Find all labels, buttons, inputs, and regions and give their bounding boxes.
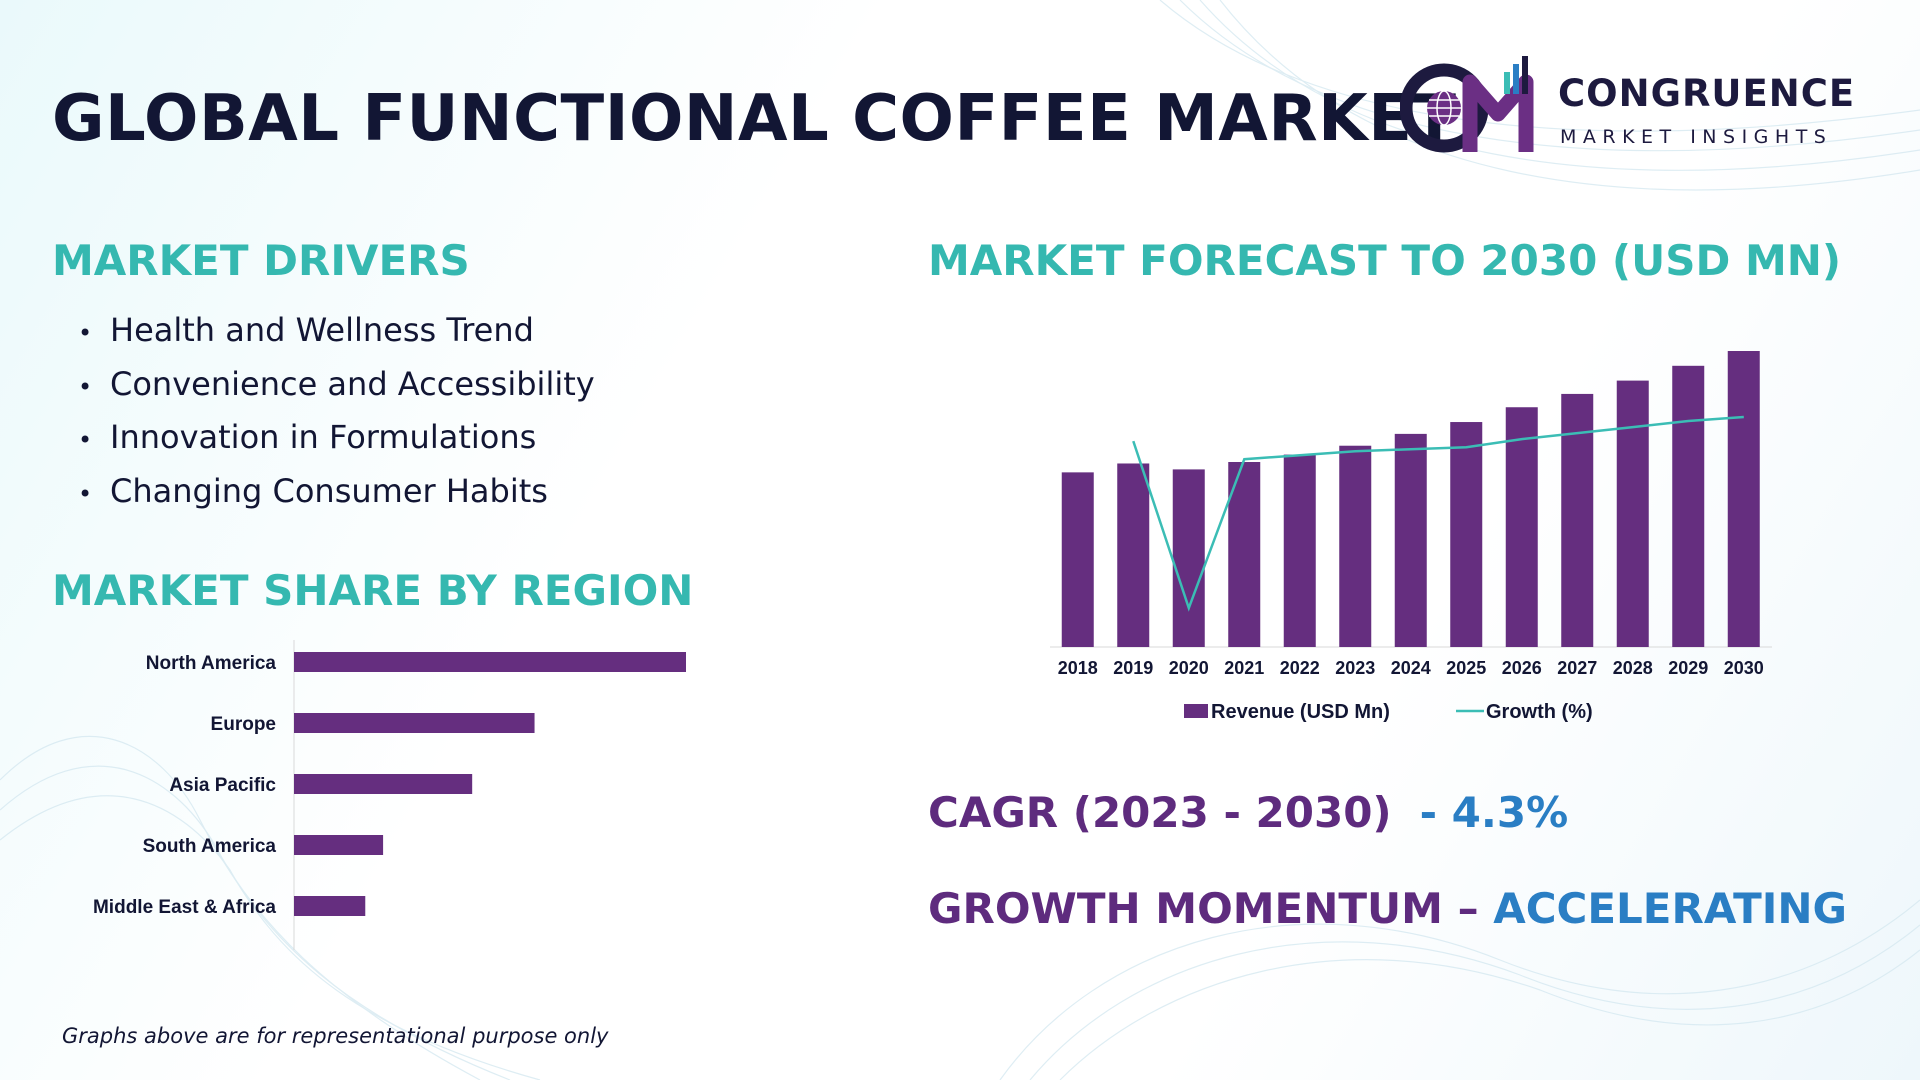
legend-growth-label: Growth (%)	[1486, 701, 1593, 723]
forecast-revenue-bar	[1394, 433, 1427, 647]
forecast-year-label: 2021	[1224, 658, 1264, 678]
forecast-year-label: 2030	[1724, 658, 1764, 678]
forecast-revenue-bar	[1450, 422, 1483, 647]
driver-item-label: Innovation in Formulations	[110, 418, 537, 456]
forecast-revenue-bar	[1283, 454, 1316, 647]
market-drivers-title: MARKET DRIVERS	[52, 236, 470, 285]
forecast-year-label: 2019	[1113, 658, 1153, 678]
forecast-revenue-bar	[1672, 365, 1705, 647]
region-category-label: South America	[143, 836, 277, 857]
region-category-label: Middle East & Africa	[93, 897, 276, 918]
forecast-revenue-bar	[1616, 380, 1649, 647]
region-category-label: Asia Pacific	[169, 775, 276, 796]
forecast-year-label: 2024	[1391, 658, 1431, 678]
forecast-revenue-bar	[1727, 351, 1760, 647]
cagr-value: - 4.3%	[1419, 788, 1569, 837]
forecast-revenue-bar	[1061, 472, 1094, 647]
globe-bar-chart-icon	[1400, 56, 1534, 153]
region-bar	[294, 896, 366, 916]
driver-item: • Changing Consumer Habits	[78, 471, 548, 510]
driver-item: • Convenience and Accessibility	[78, 364, 595, 403]
momentum-label: GROWTH MOMENTUM –	[928, 884, 1494, 933]
forecast-year-label: 2020	[1169, 658, 1209, 678]
forecast-year-label: 2022	[1280, 658, 1320, 678]
forecast-year-label: 2029	[1668, 658, 1708, 678]
forecast-year-label: 2028	[1613, 658, 1653, 678]
growth-momentum-stat: GROWTH MOMENTUM – ACCELERATING	[928, 884, 1847, 933]
driver-item: • Health and Wellness Trend	[78, 311, 534, 349]
forecast-year-label: 2023	[1335, 658, 1375, 678]
forecast-combo-chart: 2018 2019 2020 2021 2022 2023 2024 2025 2026 2027…	[1050, 351, 1772, 723]
driver-item-label: Changing Consumer Habits	[110, 471, 548, 510]
region-bar	[294, 835, 384, 855]
driver-item: • Innovation in Formulations	[78, 418, 537, 456]
region-category-label: North America	[146, 653, 277, 674]
forecast-year-label: 2026	[1502, 658, 1542, 678]
legend-revenue-label: Revenue (USD Mn)	[1211, 701, 1390, 723]
forecast-revenue-bar	[1561, 393, 1594, 647]
cagr-stat: CAGR (2023 - 2030) - 4.3%	[928, 788, 1568, 837]
momentum-value: ACCELERATING	[1493, 884, 1847, 933]
forecast-year-label: 2027	[1557, 658, 1597, 678]
region-bar	[294, 652, 686, 672]
driver-item-label: Convenience and Accessibility	[110, 364, 595, 403]
market-drivers-list: • Health and Wellness Trend • Convenience …	[78, 307, 595, 521]
logo-subtitle: MARKET INSIGHTS	[1560, 126, 1833, 148]
legend-revenue-swatch	[1184, 704, 1208, 718]
cagr-label: CAGR (2023 - 2030)	[928, 788, 1392, 837]
region-bar	[294, 774, 473, 794]
forecast-revenue-bar	[1172, 469, 1205, 647]
page-title: GLOBAL FUNCTIONAL COFFEE MARKET	[52, 82, 1457, 156]
driver-item-label: Health and Wellness Trend	[110, 311, 534, 349]
forecast-revenue-bar	[1505, 407, 1538, 647]
forecast-revenue-bar	[1339, 445, 1372, 647]
forecast-revenue-bar	[1228, 462, 1261, 647]
forecast-growth-line	[1132, 415, 1744, 612]
forecast-revenue-bar	[1117, 463, 1150, 647]
market-forecast-title: MARKET FORECAST TO 2030 (USD MN)	[928, 236, 1842, 285]
region-category-label: Europe	[211, 714, 276, 735]
brand-logo: CONGRUENCE MARKET INSIGHTS	[1400, 52, 1880, 162]
logo-name: CONGRUENCE	[1558, 72, 1856, 115]
forecast-year-label: 2025	[1446, 658, 1486, 678]
region-bar	[294, 713, 535, 733]
region-share-bar-chart: North America Europe Asia Pacific South Ame…	[93, 640, 686, 950]
market-share-region-title: MARKET SHARE BY REGION	[52, 566, 694, 615]
forecast-year-label: 2018	[1058, 658, 1098, 678]
footnote: Graphs above are for representational pu…	[62, 1024, 609, 1048]
